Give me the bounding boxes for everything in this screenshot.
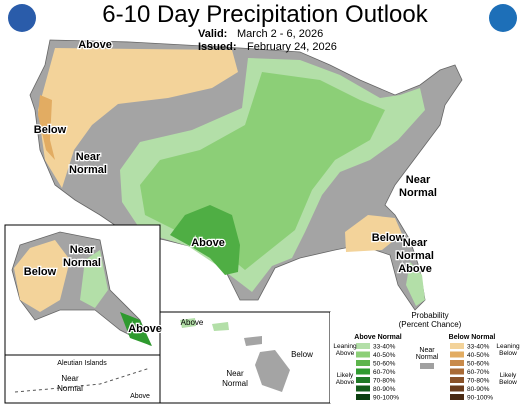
legend-likely-below: Likely — [500, 372, 517, 379]
aleutian-inset — [4, 354, 161, 404]
legend-likely-above: Above — [336, 379, 355, 386]
legend-range: 60-70% — [373, 369, 396, 376]
legend-leaning-above: Leaning — [333, 343, 357, 350]
agency-logo — [8, 4, 36, 32]
map-label: Normal — [63, 257, 101, 269]
map-label: Near — [226, 369, 244, 378]
valid-dates: March 2 - 6, 2026 — [237, 28, 323, 40]
legend-swatch — [356, 394, 370, 400]
hawaii-above — [180, 318, 229, 331]
legend-title: (Percent Chance) — [399, 320, 462, 329]
legend-range: 60-70% — [467, 369, 490, 376]
map-label: Normal — [57, 384, 83, 393]
legend-range: 70-80% — [373, 378, 396, 385]
legend-likely-above: Likely — [337, 372, 354, 379]
map-label: Above — [398, 263, 432, 275]
legend-leaning-above: Above — [336, 350, 355, 357]
coast-below-zone — [38, 95, 55, 160]
legend-swatch — [356, 360, 370, 366]
southeast-below-zone — [345, 215, 402, 252]
issued-label: Issued: — [198, 41, 237, 53]
legend-swatch — [450, 343, 464, 349]
valid-label: Valid: — [198, 28, 227, 40]
legend-swatch — [420, 363, 434, 369]
legend-range: 70-80% — [467, 378, 490, 385]
legend-range: 33-40% — [467, 344, 490, 351]
title: 6-10 Day Precipitation Outlook — [102, 1, 429, 28]
legend-range: 90-100% — [467, 395, 493, 402]
map-label: Below — [291, 350, 313, 359]
legend-near: Near — [419, 347, 435, 354]
alaska-above-zone — [80, 250, 108, 308]
map-label: Above — [128, 323, 162, 335]
legend-swatch — [356, 377, 370, 383]
legend-range: 80-90% — [373, 386, 396, 393]
legend-swatch — [450, 394, 464, 400]
alaska-panhandle-above — [120, 312, 152, 346]
alaska-below-zone — [14, 240, 70, 312]
issued-date: February 24, 2026 — [247, 41, 337, 53]
map-label: Normal — [399, 187, 437, 199]
legend-range: 50-60% — [467, 361, 490, 368]
map-label: Below — [24, 266, 57, 278]
map-label: Below — [34, 124, 67, 136]
map-label: Above — [181, 318, 204, 327]
legend-swatch — [450, 385, 464, 392]
legend-range: 80-90% — [467, 386, 490, 393]
legend-range: 40-50% — [467, 352, 490, 359]
map-label: Above — [78, 39, 112, 51]
legend-below-heading: Below Normal — [449, 334, 496, 341]
legend-leaning-below: Leaning — [496, 343, 520, 350]
map-label: Above — [191, 237, 225, 249]
map-label: Near — [406, 174, 431, 186]
legend-swatch — [356, 351, 370, 358]
legend-near: Normal — [416, 354, 439, 361]
legend-range: 90-100% — [373, 395, 399, 402]
legend-title: Probability — [411, 311, 448, 320]
legend-range: 40-50% — [373, 352, 396, 359]
legend-swatch — [356, 343, 370, 349]
legend-likely-below: Below — [499, 379, 517, 386]
map-label: Near — [70, 244, 95, 256]
map-label: Normal — [222, 379, 248, 388]
map-label: Near — [403, 237, 428, 249]
map-label: Normal — [69, 164, 107, 176]
west-below-zone — [38, 48, 238, 188]
map-label: Above — [130, 393, 150, 400]
map-label: Aleutian Islands — [57, 360, 107, 367]
legend-swatch — [450, 351, 464, 358]
legend-swatch — [450, 368, 464, 375]
legend-range: 33-40% — [373, 344, 396, 351]
legend-swatch — [356, 368, 370, 375]
legend-above-heading: Above Normal — [354, 334, 402, 341]
hawaii-inset — [159, 311, 331, 404]
map-label: Near — [76, 151, 101, 163]
texas-above-zone — [170, 205, 240, 275]
legend-swatch — [450, 377, 464, 383]
florida-above-zone — [406, 262, 425, 306]
legend-range: 50-60% — [373, 361, 396, 368]
map-label: Below — [372, 232, 405, 244]
legend-leaning-below: Below — [499, 350, 517, 357]
map-label: Normal — [396, 250, 434, 262]
noaa-logo — [489, 4, 517, 32]
map-label: Near — [61, 374, 79, 383]
legend-swatch — [450, 360, 464, 366]
legend-swatch — [356, 385, 370, 392]
hawaii-near-normal — [244, 336, 290, 392]
